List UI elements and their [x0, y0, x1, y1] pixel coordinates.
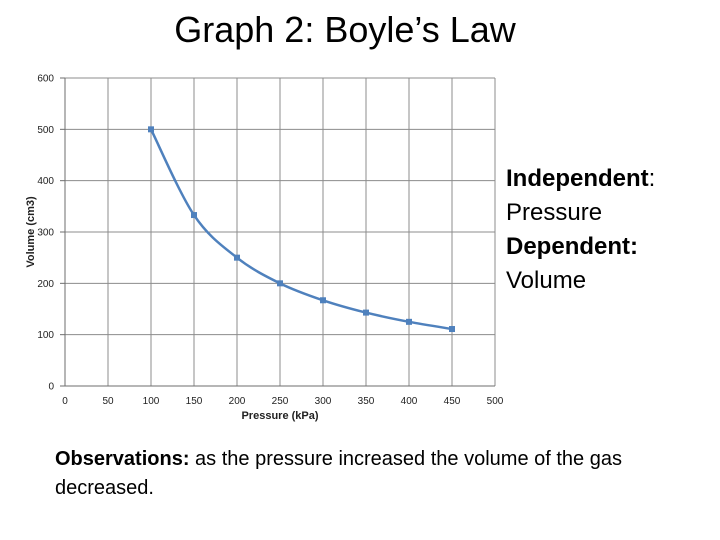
x-tick-label: 0 — [62, 396, 68, 407]
observations-label: Observations: — [55, 448, 190, 470]
independent-label: Independent — [506, 165, 649, 192]
series-line — [149, 128, 453, 331]
independent-value: Pressure — [506, 199, 603, 226]
x-tick-label: 450 — [444, 396, 461, 407]
x-tick-label: 100 — [143, 396, 160, 407]
y-tick-label: 600 — [37, 74, 54, 85]
y-axis-title: Volume (cm3) — [25, 196, 37, 268]
y-tick-label: 200 — [37, 279, 54, 290]
x-tick-label: 50 — [102, 396, 114, 407]
data-point — [320, 297, 326, 304]
y-tick-label: 400 — [37, 176, 54, 187]
observations-body: as the pressure increased the volume of … — [55, 448, 622, 499]
data-point — [148, 126, 154, 133]
data-point — [234, 254, 240, 261]
x-axis-title: Pressure (kPa) — [241, 410, 318, 422]
dependent-label: Dependent: — [506, 233, 638, 260]
observations-text: Observations: as the pressure increased … — [55, 445, 695, 503]
data-point — [406, 318, 412, 325]
slide-title: Graph 2: Boyle’s Law — [174, 9, 516, 50]
data-point — [277, 280, 283, 287]
dependent-value: Volume — [506, 267, 587, 294]
independent-line: Independent: — [506, 162, 655, 196]
x-tick-label: 350 — [358, 396, 375, 407]
chart-axes — [60, 77, 495, 387]
independent-colon: : — [648, 165, 656, 192]
data-point — [363, 309, 369, 316]
y-tick-label: 500 — [37, 125, 54, 136]
y-tick-label: 300 — [37, 228, 54, 239]
x-tick-label: 200 — [229, 396, 246, 407]
x-tick-label: 500 — [487, 396, 504, 407]
x-tick-label: 250 — [272, 396, 289, 407]
data-point — [191, 212, 197, 219]
x-tick-label: 300 — [315, 396, 332, 407]
y-tick-label: 0 — [48, 382, 54, 393]
variables-box: Independent: Pressure Dependent: Volume — [506, 162, 655, 298]
chart-tick-labels: 0 50 100 150 200 250 300 350 400 450 500 0 100 200 300… — [37, 74, 503, 408]
x-tick-label: 150 — [186, 396, 203, 407]
y-tick-label: 100 — [37, 330, 54, 341]
x-tick-label: 400 — [401, 396, 418, 407]
chart-grid — [65, 77, 496, 386]
chart-series — [148, 126, 455, 333]
data-point — [449, 326, 455, 333]
